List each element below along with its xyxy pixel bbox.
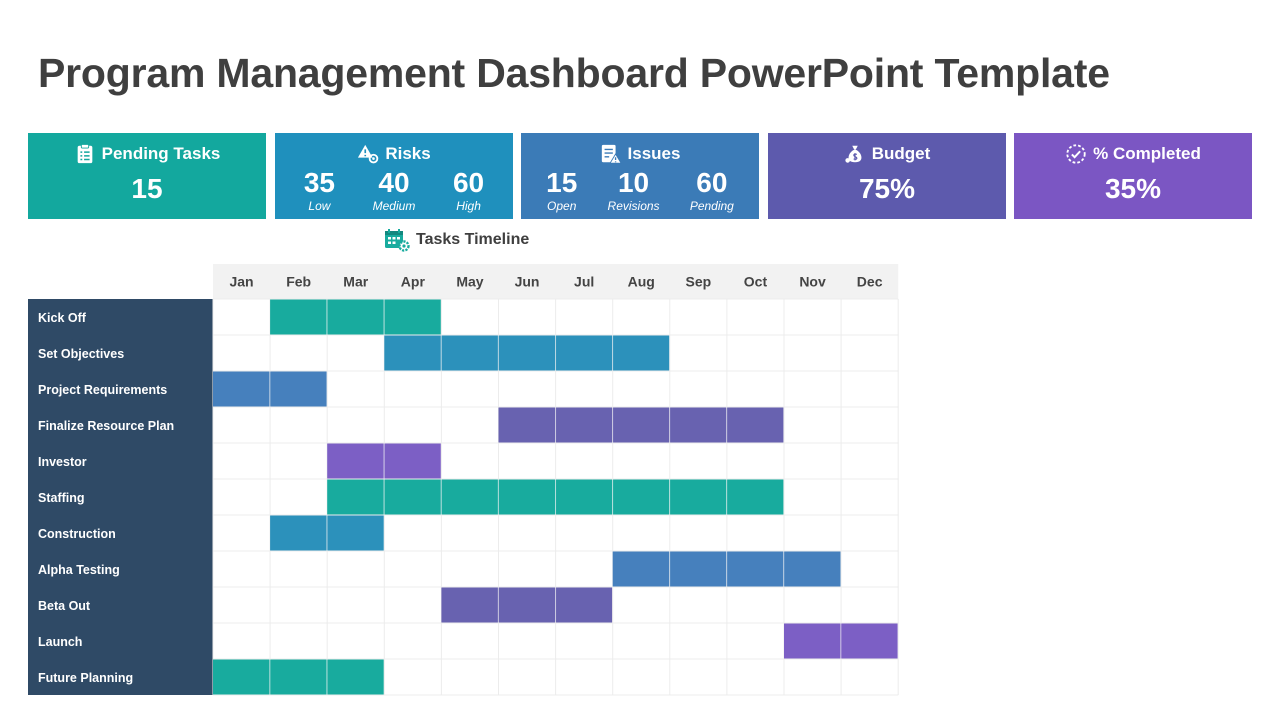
task-bar-cell [270, 659, 327, 695]
month-label: Nov [799, 274, 826, 290]
kpi-label: % Completed [1093, 144, 1201, 163]
kpi-completed: % Completed 35% [1014, 133, 1252, 219]
month-label: Mar [343, 274, 368, 290]
task-bar-cell [327, 515, 384, 551]
month-label: Jan [229, 274, 253, 290]
task-bar-cell [669, 407, 727, 443]
task-bar-cell [384, 479, 441, 515]
risk-high-label: High [456, 199, 481, 213]
month-label: Dec [857, 274, 883, 290]
clipboard-icon [77, 143, 92, 164]
task-bar-cell [784, 551, 841, 587]
task-bar-cell [498, 407, 555, 443]
task-label: Staffing [38, 491, 85, 505]
task-bar-cell [270, 299, 327, 335]
kpi-label: Budget [871, 144, 931, 163]
task-bar-cell [498, 587, 555, 623]
task-bar-cell [213, 371, 270, 407]
task-label: Construction [38, 527, 116, 541]
task-bar-cell [441, 479, 498, 515]
task-label: Investor [38, 455, 87, 469]
risk-low-value: 35 [303, 167, 335, 198]
task-bar-cell [441, 587, 498, 623]
issue-document-icon [601, 144, 622, 164]
task-bar-cell [327, 299, 384, 335]
task-label: Beta Out [38, 599, 91, 613]
risk-low-label: Low [308, 199, 331, 213]
issue-pending-label: Pending [689, 199, 734, 213]
kpi-value: 35% [1104, 173, 1162, 204]
month-label: Oct [744, 274, 768, 290]
kpi-label: Issues [627, 144, 681, 163]
month-label: Sep [686, 274, 712, 290]
task-label-column [28, 299, 213, 695]
task-bar-cell [555, 407, 613, 443]
calendar-gear-icon [385, 229, 410, 252]
task-bar-cell [612, 407, 670, 443]
task-bar-cell [726, 551, 784, 587]
kpi-budget: Budget 75% [768, 133, 1006, 219]
kpi-issues: Issues 15 Open 10 Revisions 60 Pending [521, 133, 759, 219]
kpi-pending-tasks: Pending Tasks 15 [28, 133, 266, 219]
task-label: Alpha Testing [38, 563, 120, 577]
task-bar-cell [498, 479, 555, 515]
risk-warning-icon [358, 144, 379, 164]
task-bar-cell [612, 335, 670, 371]
task-bar-cell [612, 551, 670, 587]
month-label: Aug [628, 274, 655, 290]
money-bag-icon [845, 145, 862, 163]
task-bar-cell [784, 623, 841, 659]
task-bar-cell [669, 551, 727, 587]
task-bar-cell [384, 335, 441, 371]
task-label: Project Requirements [38, 383, 167, 397]
task-bar-cell [841, 623, 898, 659]
task-label: Kick Off [38, 311, 87, 325]
issue-open-value: 15 [546, 167, 578, 198]
month-header-bg [213, 264, 899, 299]
month-label: Feb [286, 274, 311, 290]
task-label: Set Objectives [38, 347, 124, 361]
kpi-risks: Risks 35 Low 40 Medium 60 High [275, 133, 513, 219]
task-bar-cell [555, 479, 613, 515]
task-bar-cell [384, 299, 441, 335]
task-bar-cell [327, 443, 384, 479]
task-bar-cell [270, 371, 327, 407]
progress-check-icon [1066, 144, 1086, 164]
timeline-title: Tasks Timeline [416, 231, 530, 248]
risk-medium-label: Medium [372, 199, 416, 213]
task-label: Launch [38, 635, 82, 649]
issue-revisions-label: Revisions [607, 199, 660, 213]
risk-high-value: 60 [452, 167, 485, 198]
task-bar-cell [441, 335, 498, 371]
timeline-heading: Tasks Timeline [384, 228, 529, 252]
month-label: May [456, 274, 483, 290]
task-bar-cell [327, 659, 384, 695]
task-label: Finalize Resource Plan [38, 419, 174, 433]
task-bar-cell [555, 587, 613, 623]
month-label: Jul [574, 274, 594, 290]
kpi-value: 15 [131, 173, 163, 204]
issue-pending-value: 60 [696, 167, 728, 198]
page-title: Program Management Dashboard PowerPoint … [38, 50, 1110, 96]
month-label: Jun [515, 274, 540, 290]
task-bar-cell [498, 335, 555, 371]
task-bar-cell [384, 443, 441, 479]
task-bar-cell [726, 407, 784, 443]
task-bar-cell [327, 479, 384, 515]
issue-open-label: Open [547, 199, 577, 213]
kpi-label: Risks [385, 144, 431, 163]
task-bar-cell [213, 659, 270, 695]
task-bar-cell [726, 479, 784, 515]
task-bar-cell [270, 515, 327, 551]
risk-medium-value: 40 [378, 167, 410, 198]
kpi-value: 75% [858, 173, 916, 204]
task-label: Future Planning [38, 671, 133, 685]
month-label: Apr [401, 274, 426, 290]
task-bar-cell [669, 479, 727, 515]
kpi-label: Pending Tasks [101, 144, 221, 163]
task-bar-cell [612, 479, 670, 515]
task-bar-cell [555, 335, 613, 371]
issue-revisions-value: 10 [617, 167, 650, 198]
